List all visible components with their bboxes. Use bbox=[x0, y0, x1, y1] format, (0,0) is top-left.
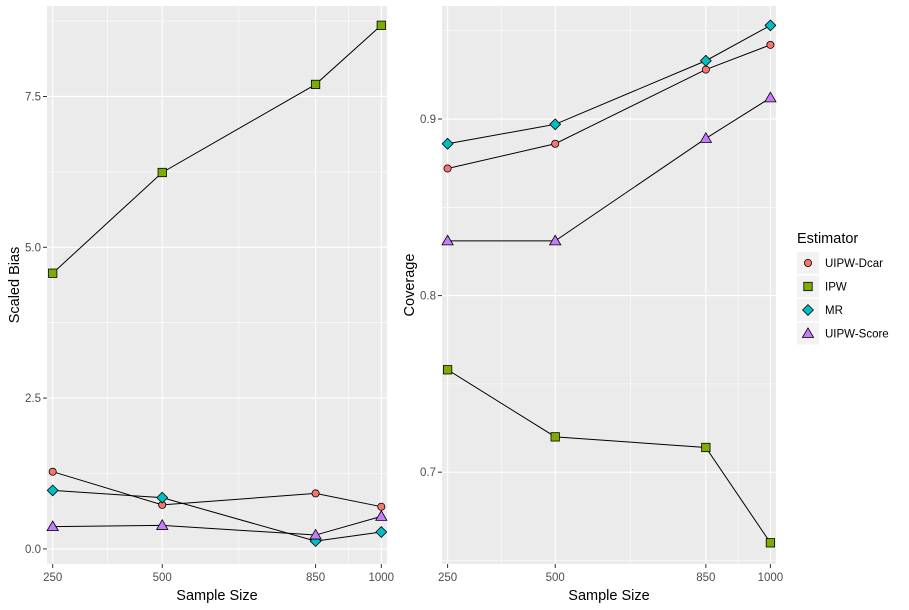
data-point-mr bbox=[441, 137, 454, 150]
legend: Estimator UIPW-Dcar IPW MR UIPW-Score bbox=[797, 231, 889, 345]
data-point-ipw bbox=[701, 442, 711, 453]
legend-label: MR bbox=[825, 305, 843, 317]
data-point-uipw-score bbox=[548, 234, 562, 246]
data-point-mr bbox=[46, 484, 59, 497]
legend-symbol-diamond bbox=[802, 304, 814, 316]
y-tick-label: 7.5 bbox=[25, 91, 41, 103]
data-point-uipw-dcar bbox=[48, 467, 57, 476]
legend-item-uipw-score: UIPW-Score bbox=[797, 322, 889, 345]
legend-label: IPW bbox=[825, 282, 847, 294]
data-point-uipw-score bbox=[764, 91, 777, 103]
series-line-mr bbox=[447, 24, 771, 145]
x-tick-label: 1000 bbox=[369, 572, 395, 584]
data-point-uipw-dcar bbox=[766, 40, 775, 49]
data-point-uipw-score bbox=[309, 528, 322, 540]
data-point-ipw bbox=[550, 432, 560, 442]
data-point-mr bbox=[156, 491, 169, 504]
data-point-uipw-dcar bbox=[377, 502, 386, 511]
x-axis-title: Sample Size bbox=[568, 588, 649, 604]
y-tick-label: 0.7 bbox=[420, 467, 436, 479]
data-point-uipw-score bbox=[155, 518, 169, 530]
x-tick-label: 250 bbox=[43, 572, 62, 584]
data-point-ipw bbox=[310, 79, 321, 90]
data-point-mr bbox=[375, 526, 388, 538]
data-point-uipw-score bbox=[699, 132, 713, 143]
data-point-mr bbox=[699, 54, 712, 67]
series-line-uipw-score bbox=[52, 515, 382, 536]
data-point-ipw bbox=[48, 268, 58, 278]
y-axis-title: Scaled Bias bbox=[7, 247, 23, 324]
data-point-ipw bbox=[765, 538, 776, 548]
x-tick-label: 850 bbox=[696, 572, 715, 584]
data-point-ipw bbox=[442, 365, 453, 375]
y-tick-label: 2.5 bbox=[25, 393, 41, 405]
data-point-mr bbox=[764, 19, 777, 32]
y-tick-label: 5.0 bbox=[25, 242, 41, 254]
data-point-uipw-score bbox=[46, 520, 59, 532]
plot-background bbox=[442, 6, 776, 564]
legend-label: UIPW-Score bbox=[825, 329, 889, 341]
plot-background bbox=[47, 6, 387, 564]
data-point-uipw-dcar bbox=[311, 489, 320, 498]
legend-symbol-square bbox=[803, 281, 813, 292]
series-line-mr bbox=[52, 489, 382, 542]
data-point-uipw-score bbox=[441, 234, 454, 246]
series-line-ipw bbox=[52, 24, 382, 274]
coverage-panel: 0.7 0.8 0.9 250 500 850 1000 Sample Size Coverag… bbox=[402, 6, 783, 604]
legend-label: UIPW-Dcar bbox=[825, 258, 883, 270]
x-axis-title: Sample Size bbox=[176, 588, 257, 604]
y-tick-label: 0.8 bbox=[420, 291, 436, 303]
series-line-uipw-dcar bbox=[52, 471, 382, 508]
scaled-bias-panel: 0.0 2.5 5.0 7.5 250 500 850 1000 Sample Size Scal… bbox=[7, 6, 394, 604]
y-tick-label: 0.0 bbox=[25, 544, 41, 556]
series-line-ipw bbox=[447, 369, 771, 544]
series-line-uipw-score bbox=[447, 97, 771, 242]
x-tick-label: 250 bbox=[438, 572, 457, 584]
x-tick-label: 850 bbox=[306, 572, 325, 584]
legend-item-mr: MR bbox=[797, 299, 843, 321]
y-axis-title: Coverage bbox=[402, 254, 418, 317]
x-tick-label: 1000 bbox=[758, 572, 784, 584]
legend-title: Estimator bbox=[797, 231, 858, 247]
legend-symbol-circle bbox=[804, 258, 813, 267]
data-point-ipw bbox=[157, 167, 167, 178]
data-point-mr bbox=[549, 118, 562, 131]
data-point-uipw-dcar bbox=[701, 65, 710, 74]
data-point-uipw-dcar bbox=[443, 164, 452, 173]
data-point-ipw bbox=[376, 20, 386, 30]
y-tick-label: 0.9 bbox=[420, 114, 436, 126]
x-tick-label: 500 bbox=[546, 572, 565, 584]
legend-symbol-triangle bbox=[801, 327, 815, 338]
x-tick-label: 500 bbox=[153, 572, 172, 584]
legend-item-uipw-dcar: UIPW-Dcar bbox=[797, 252, 883, 274]
series-line-uipw-dcar bbox=[447, 44, 771, 169]
data-point-uipw-dcar bbox=[551, 139, 560, 148]
data-point-uipw-score bbox=[375, 509, 388, 521]
legend-item-ipw: IPW bbox=[797, 275, 847, 298]
